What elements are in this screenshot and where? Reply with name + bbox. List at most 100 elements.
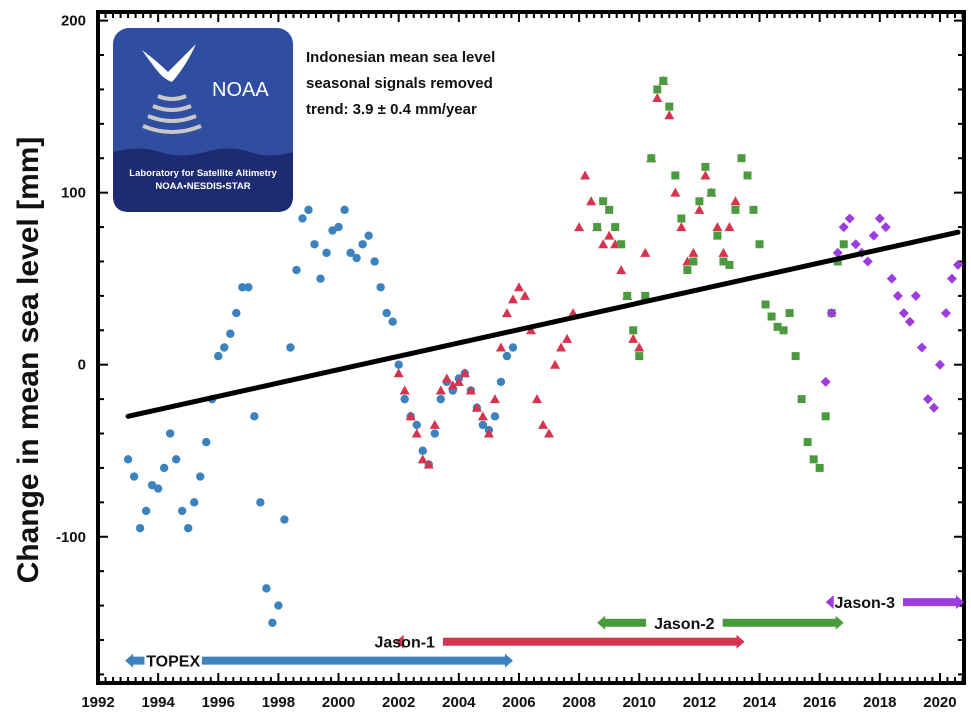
data-point-topex bbox=[177, 506, 187, 516]
data-point-jason-1 bbox=[453, 376, 464, 386]
data-point-topex bbox=[358, 240, 367, 249]
data-point-topex bbox=[202, 437, 211, 447]
data-point-jason-1 bbox=[519, 290, 530, 300]
data-point-jason-1 bbox=[417, 454, 428, 464]
mission-bar-topex: TOPEX bbox=[125, 653, 513, 671]
data-point-jason-1 bbox=[724, 222, 735, 232]
x-tick-label: 1992 bbox=[81, 694, 114, 711]
data-point-topex bbox=[346, 248, 355, 258]
data-point-jason-3 bbox=[820, 376, 831, 387]
annotation-line-3: trend: 3.9 ± 0.4 mm/year bbox=[306, 101, 477, 118]
data-point-jason-1 bbox=[532, 394, 543, 404]
mission-label-jason-3: Jason-3 bbox=[835, 595, 896, 612]
data-point-topex bbox=[490, 412, 500, 421]
data-point-jason-3 bbox=[874, 213, 885, 224]
data-point-jason-1 bbox=[718, 247, 729, 257]
bar-segment bbox=[442, 637, 738, 646]
x-tick-label: 2012 bbox=[683, 694, 716, 711]
data-point-topex bbox=[508, 343, 518, 352]
data-point-jason-2 bbox=[749, 205, 758, 214]
data-point-jason-2 bbox=[839, 240, 848, 249]
data-point-jason-1 bbox=[694, 204, 705, 214]
logo-line2: NOAA•NESDIS•STAR bbox=[155, 181, 250, 192]
x-tick-label: 2014 bbox=[743, 694, 777, 711]
data-point-jason-3 bbox=[946, 273, 957, 284]
data-point-jason-2 bbox=[689, 257, 698, 266]
data-point-jason-1 bbox=[495, 342, 506, 352]
data-point-jason-1 bbox=[447, 380, 458, 390]
data-point-jason-2 bbox=[599, 197, 608, 206]
data-point-jason-1 bbox=[538, 419, 549, 429]
data-point-topex bbox=[322, 248, 331, 258]
data-point-jason-3 bbox=[886, 273, 897, 284]
data-point-topex bbox=[382, 308, 391, 318]
data-point-jason-3 bbox=[910, 290, 921, 301]
x-tick-label: 2000 bbox=[322, 694, 355, 711]
x-tick-label: 2020 bbox=[923, 694, 956, 711]
data-point-topex bbox=[153, 484, 163, 493]
data-point-topex bbox=[244, 283, 253, 292]
data-point-jason-1 bbox=[459, 368, 470, 378]
bird-icon bbox=[142, 44, 196, 82]
bar-arrow-left bbox=[597, 615, 606, 630]
data-point-topex bbox=[232, 308, 241, 318]
x-tick-label: 1994 bbox=[141, 694, 175, 711]
x-tick-label: 1996 bbox=[202, 694, 235, 711]
data-point-topex bbox=[388, 317, 397, 326]
data-point-jason-1 bbox=[652, 93, 663, 103]
data-point-jason-1 bbox=[598, 239, 609, 249]
data-point-jason-2 bbox=[683, 266, 692, 275]
x-tick-label: 2004 bbox=[442, 694, 476, 711]
data-point-jason-1 bbox=[700, 170, 711, 180]
data-point-topex bbox=[316, 274, 325, 283]
data-point-topex bbox=[292, 265, 301, 275]
data-point-jason-3 bbox=[832, 247, 843, 258]
data-point-topex bbox=[220, 343, 229, 352]
data-point-jason-3 bbox=[880, 222, 891, 233]
data-point-jason-2 bbox=[809, 455, 818, 464]
data-point-jason-2 bbox=[785, 309, 794, 318]
axis-ticks bbox=[97, 12, 964, 683]
data-point-jason-1 bbox=[616, 265, 627, 275]
data-point-jason-2 bbox=[797, 395, 806, 404]
data-point-topex bbox=[412, 420, 421, 430]
data-point-topex bbox=[129, 472, 139, 481]
data-points bbox=[123, 75, 963, 627]
data-point-jason-2 bbox=[593, 223, 602, 232]
data-point-jason-2 bbox=[737, 154, 746, 163]
noaa-logo: NOAA Laboratory for Satellite Altimetry … bbox=[113, 28, 293, 212]
x-tick-label: 2002 bbox=[382, 694, 415, 711]
data-point-jason-2 bbox=[635, 352, 644, 361]
data-point-jason-1 bbox=[604, 230, 615, 240]
plot-frame bbox=[96, 10, 966, 685]
data-point-jason-1 bbox=[550, 359, 561, 369]
data-point-topex bbox=[496, 377, 506, 387]
data-point-jason-2 bbox=[773, 322, 782, 331]
data-point-jason-2 bbox=[653, 85, 662, 94]
data-point-jason-1 bbox=[634, 342, 645, 352]
mission-bars: TOPEX Jason-1 Jason-2 Jason-3 bbox=[125, 595, 964, 671]
data-point-topex bbox=[376, 283, 385, 292]
data-point-topex bbox=[298, 214, 307, 223]
x-tick-label: 2016 bbox=[803, 694, 836, 711]
data-point-topex bbox=[394, 360, 403, 369]
logo-band bbox=[113, 148, 293, 212]
data-point-topex bbox=[430, 429, 439, 438]
x-tick-label: 2006 bbox=[502, 694, 535, 711]
x-tick-label: 2010 bbox=[623, 694, 656, 711]
data-point-jason-1 bbox=[507, 294, 518, 304]
data-point-jason-2 bbox=[629, 326, 638, 335]
data-point-jason-2 bbox=[701, 162, 710, 171]
bar-arrow-right bbox=[835, 615, 844, 630]
data-point-topex bbox=[370, 257, 379, 266]
data-point-topex bbox=[196, 472, 205, 481]
bar-arrow-right bbox=[504, 653, 513, 668]
data-point-jason-2 bbox=[677, 214, 686, 223]
data-point-jason-1 bbox=[441, 373, 452, 383]
data-point-topex bbox=[274, 601, 283, 610]
y-tick-label: -100 bbox=[56, 529, 86, 546]
mission-label-topex: TOPEX bbox=[146, 654, 200, 671]
data-point-jason-2 bbox=[791, 352, 800, 361]
data-point-jason-1 bbox=[556, 342, 567, 352]
data-point-topex bbox=[250, 412, 259, 421]
